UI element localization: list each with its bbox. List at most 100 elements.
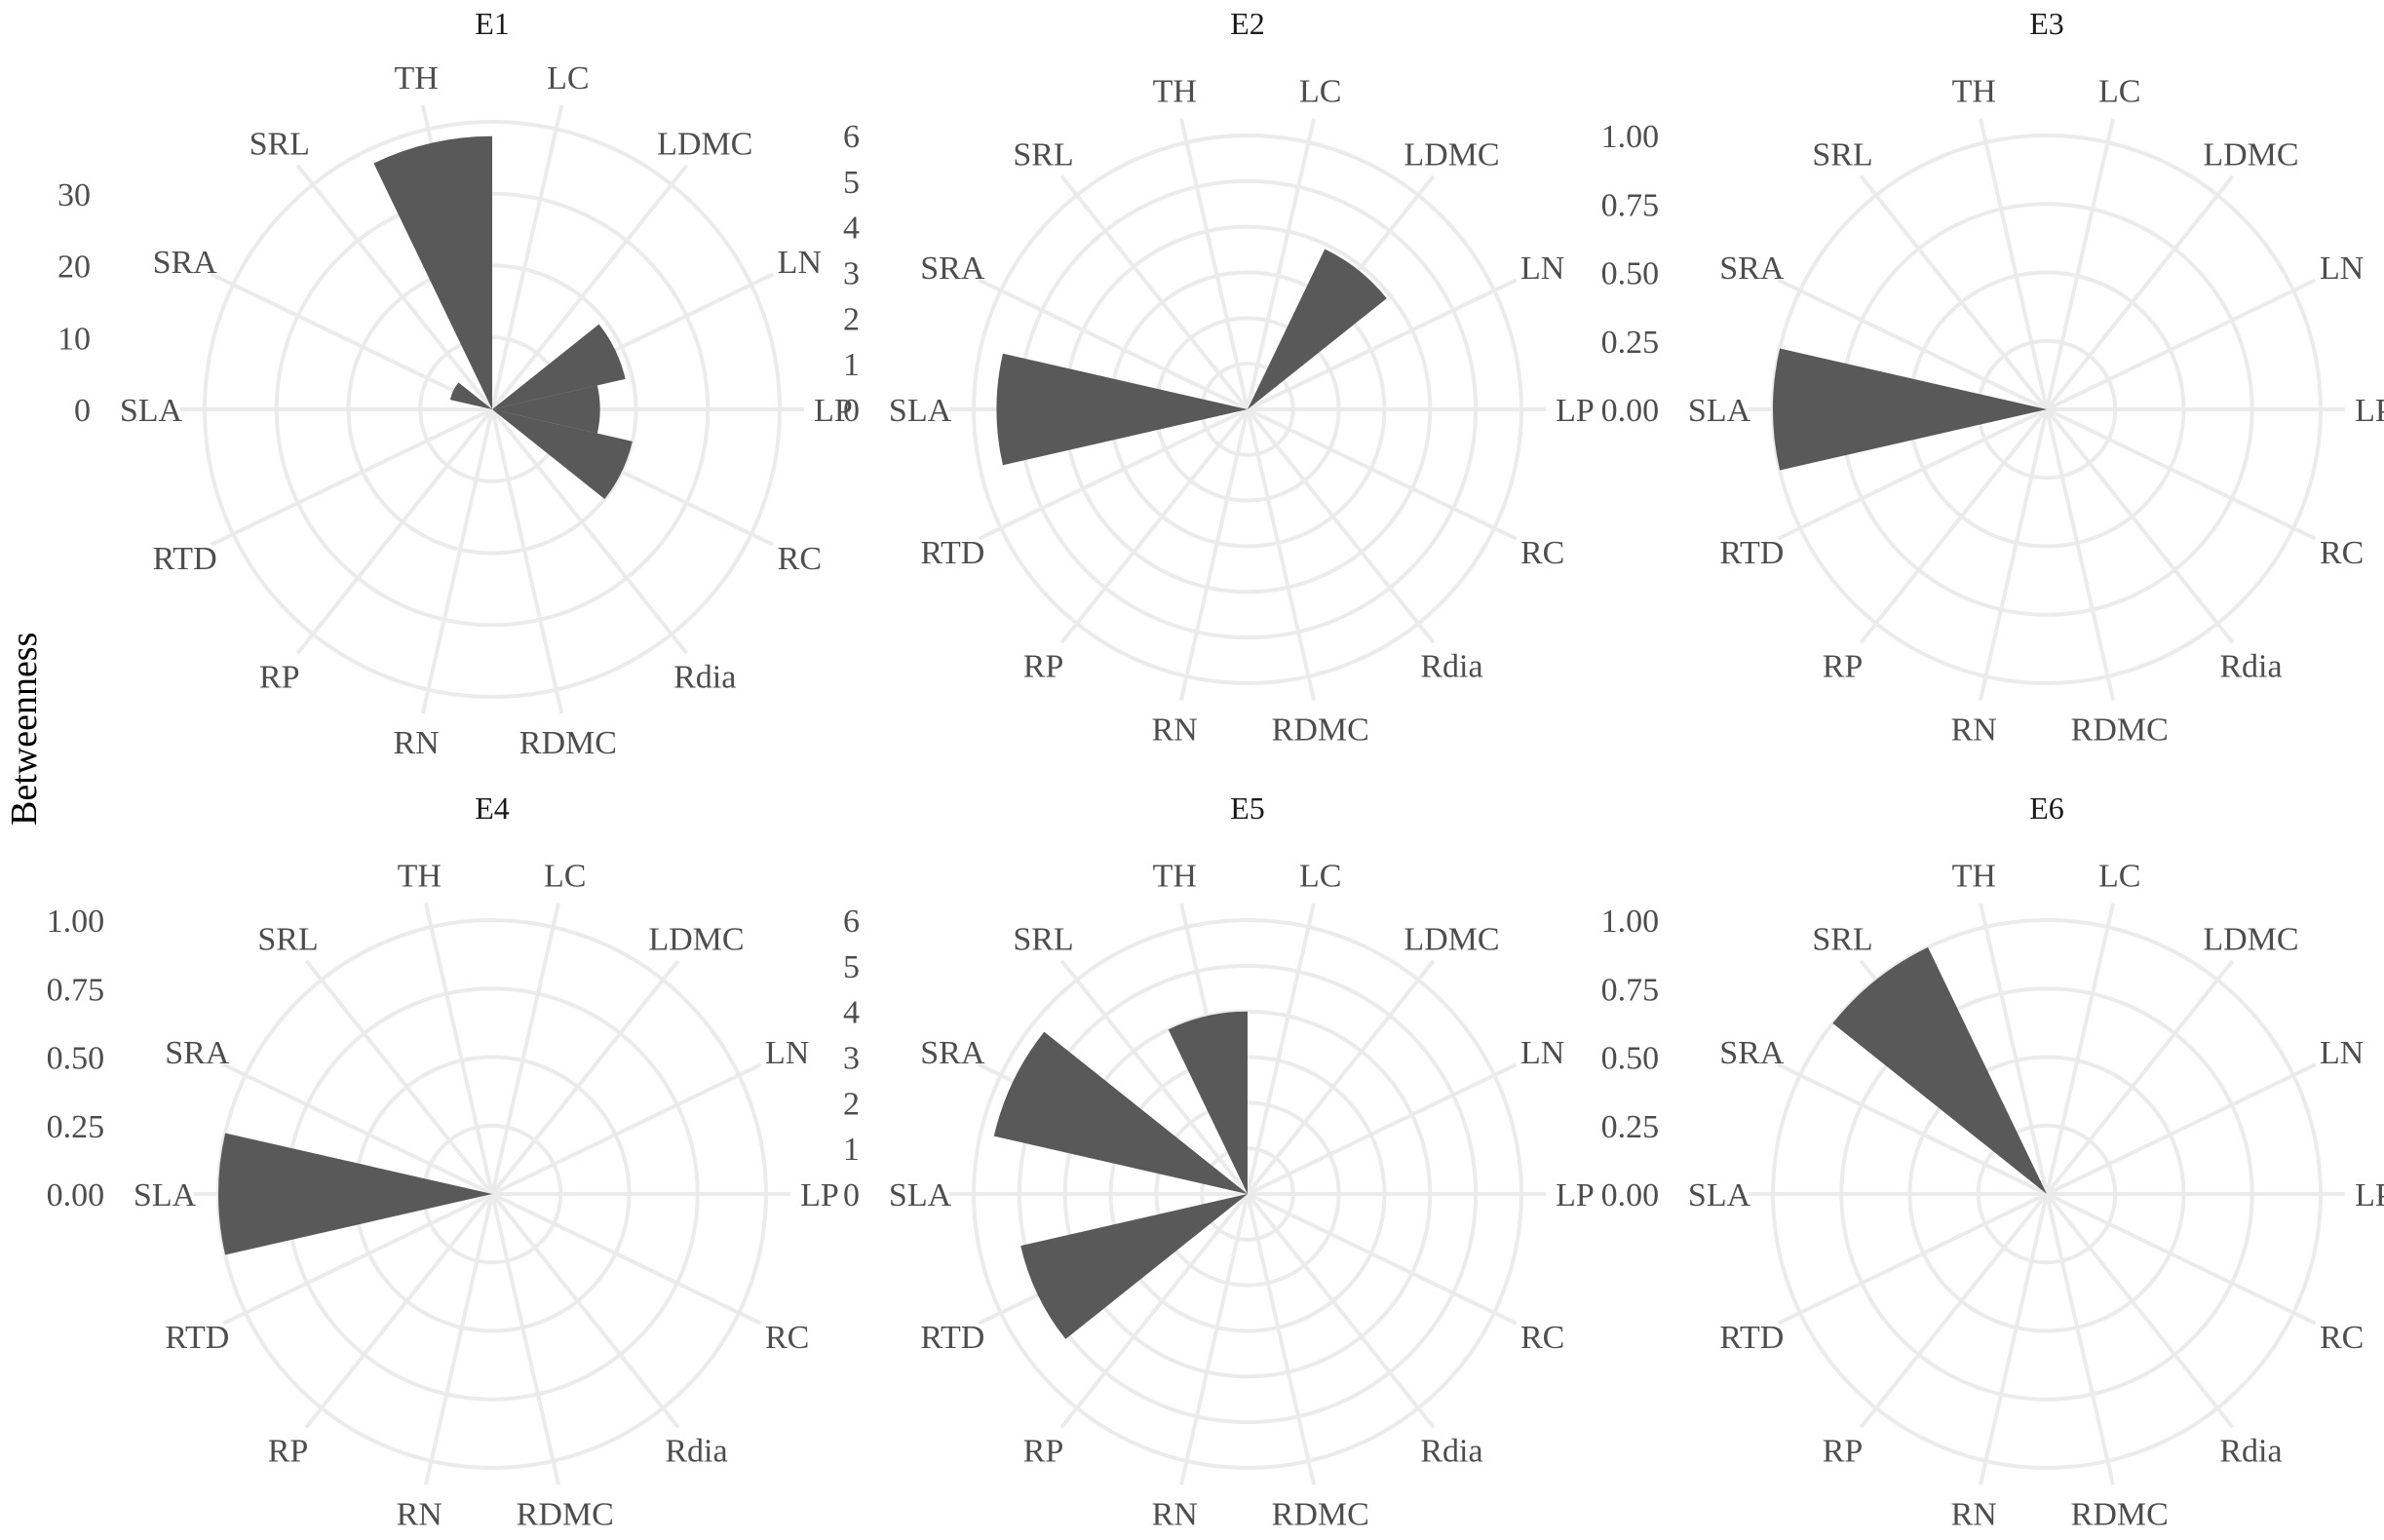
bar-sla bbox=[1773, 348, 2047, 471]
y-tick-label: 2 bbox=[843, 1086, 860, 1122]
category-label: TH bbox=[1153, 858, 1197, 894]
facet-title: E4 bbox=[475, 790, 510, 826]
category-label: RDMC bbox=[2071, 1497, 2169, 1533]
category-label: LP bbox=[1556, 1177, 1595, 1213]
category-label: LDMC bbox=[648, 921, 744, 957]
category-label: SRL bbox=[1013, 921, 1073, 957]
grid-spoke bbox=[1178, 118, 1250, 410]
category-label: TH bbox=[394, 60, 438, 96]
grid-spoke bbox=[1978, 1193, 2049, 1485]
facet-e1: E1 LC LDMC LN LP RC Rdia RDMC RN RP RTD SLA SRA SRL TH… bbox=[58, 0, 853, 761]
category-label: SRA bbox=[920, 250, 985, 287]
category-label: RN bbox=[1152, 1497, 1198, 1533]
facet-title: E1 bbox=[475, 6, 510, 41]
category-label: SLA bbox=[1688, 1177, 1751, 1213]
category-label: RDMC bbox=[1272, 1497, 1369, 1533]
grid-spoke bbox=[490, 903, 561, 1195]
category-label: LP bbox=[2355, 1177, 2384, 1213]
category-label: SLA bbox=[134, 1177, 197, 1213]
grid-spoke bbox=[1978, 408, 2049, 701]
category-label: LN bbox=[778, 245, 822, 281]
category-label: LDMC bbox=[1403, 921, 1499, 957]
category-label: RP bbox=[1023, 649, 1064, 685]
y-tick-label: 6 bbox=[843, 119, 860, 155]
category-label: SRL bbox=[1812, 136, 1872, 173]
category-label: LC bbox=[2098, 858, 2140, 894]
y-tick-label: 1.00 bbox=[47, 904, 105, 940]
category-label: Rdia bbox=[673, 660, 736, 696]
y-tick-label: 4 bbox=[843, 995, 860, 1031]
grid-spoke bbox=[295, 164, 494, 411]
y-tick-label: 0.25 bbox=[1601, 1109, 1660, 1145]
y-tick-label: 5 bbox=[843, 165, 860, 201]
category-label: TH bbox=[398, 858, 442, 894]
grid-spoke bbox=[304, 959, 494, 1196]
bar-th bbox=[373, 135, 492, 409]
category-label: RC bbox=[778, 541, 822, 577]
bar-sra bbox=[449, 382, 492, 409]
grid-spoke bbox=[1246, 407, 1436, 644]
grid-spoke bbox=[1246, 959, 1436, 1196]
category-label: LC bbox=[1299, 858, 1341, 894]
category-label: RP bbox=[268, 1434, 309, 1470]
grid-spoke bbox=[1246, 118, 1317, 410]
category-label: RN bbox=[1951, 712, 1997, 749]
grid-spoke bbox=[222, 1062, 493, 1196]
category-label: RTD bbox=[920, 1320, 984, 1356]
category-label: RC bbox=[1520, 535, 1564, 571]
y-tick-label: 0.75 bbox=[1601, 972, 1660, 1008]
grid-spoke bbox=[490, 1192, 680, 1429]
polar-chart: E1 LC LDMC LN LP RC Rdia RDMC RN RP RTD SLA SRA SRL TH… bbox=[58, 6, 853, 761]
grid-spoke bbox=[1247, 1062, 1518, 1196]
category-label: LN bbox=[765, 1035, 809, 1071]
category-label: RP bbox=[1023, 1434, 1064, 1470]
y-tick-label: 0.00 bbox=[47, 1177, 105, 1213]
category-label: SLA bbox=[1688, 393, 1751, 429]
category-label: RTD bbox=[1719, 535, 1784, 571]
facet-e3: E3 LC LDMC LN LP RC Rdia RDMC RN RP RTD SLA SRA SRL TH… bbox=[1601, 0, 2384, 751]
grid-spoke bbox=[1978, 118, 2049, 410]
y-axis-label: Betweenness bbox=[4, 632, 45, 826]
category-label: LP bbox=[2355, 393, 2384, 429]
category-label: SRL bbox=[1812, 921, 1872, 957]
grid-spoke bbox=[490, 408, 564, 714]
category-label: RN bbox=[397, 1497, 442, 1533]
grid-spoke bbox=[2045, 174, 2235, 411]
category-label: RC bbox=[765, 1320, 809, 1356]
y-tick-label: 0.50 bbox=[47, 1041, 105, 1077]
category-label: RTD bbox=[165, 1320, 229, 1356]
bar-rc bbox=[492, 409, 633, 499]
category-label: LP bbox=[814, 393, 853, 429]
grid-spoke bbox=[2045, 408, 2116, 701]
category-label: RP bbox=[1823, 649, 1864, 685]
grid-spoke bbox=[978, 407, 1249, 541]
category-label: LC bbox=[547, 60, 589, 96]
grid-spoke bbox=[1247, 407, 1518, 541]
y-tick-label: 2 bbox=[843, 301, 860, 337]
category-label: SLA bbox=[889, 1177, 952, 1213]
category-label: SRA bbox=[920, 1035, 985, 1071]
grid-spoke bbox=[1247, 1192, 1518, 1326]
y-tick-label: 3 bbox=[843, 256, 860, 292]
category-label: RTD bbox=[153, 541, 217, 577]
category-label: RN bbox=[394, 725, 440, 761]
grid-spoke bbox=[210, 272, 493, 411]
grid-spoke bbox=[1777, 1062, 2048, 1196]
category-label: LDMC bbox=[2203, 921, 2298, 957]
category-label: RN bbox=[1951, 1497, 1997, 1533]
category-label: RDMC bbox=[517, 1497, 614, 1533]
grid-spoke bbox=[210, 407, 493, 547]
facet-e2: E2 LC LDMC LN LP RC Rdia RDMC RN RP RTD SLA SRA SRL TH… bbox=[814, 0, 1595, 751]
facet-title: E3 bbox=[2029, 6, 2064, 41]
category-label: RDMC bbox=[519, 725, 617, 761]
bar-srl bbox=[1832, 946, 2047, 1194]
bar-th bbox=[1168, 1011, 1248, 1194]
y-tick-label: 1 bbox=[843, 1132, 860, 1168]
category-label: LDMC bbox=[1403, 136, 1499, 173]
category-label: Rdia bbox=[665, 1434, 727, 1470]
category-label: SRL bbox=[1013, 136, 1073, 173]
grid-spoke bbox=[978, 278, 1249, 411]
y-tick-label: 4 bbox=[843, 211, 860, 247]
y-tick-label: 0 bbox=[74, 393, 91, 429]
facet-e6: E6 LC LDMC LN LP RC Rdia RDMC RN RP RTD SLA SRA SRL TH… bbox=[1601, 785, 2384, 1535]
